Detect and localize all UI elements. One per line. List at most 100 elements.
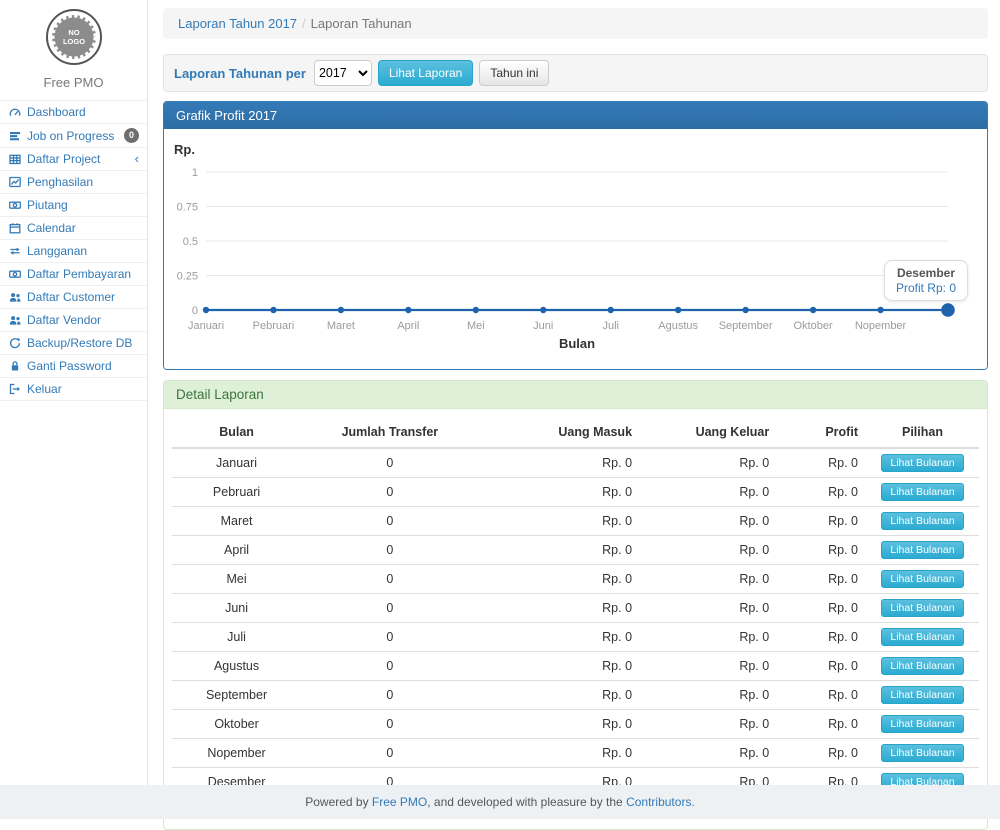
- month-cell: Mei: [172, 564, 302, 594]
- month-cell: Juni: [172, 593, 302, 623]
- chart-point-januari[interactable]: [202, 306, 210, 314]
- month-cell: Nopember: [172, 738, 302, 768]
- svg-text:LOGO: LOGO: [62, 37, 84, 46]
- uang-keluar-cell: Rp. 0: [640, 506, 778, 536]
- svg-text:NO: NO: [68, 28, 79, 37]
- uang-masuk-cell: Rp. 0: [478, 564, 641, 594]
- action-cell: Lihat Bulanan: [865, 564, 979, 594]
- sidebar-item-backup-restore-db[interactable]: Backup/Restore DB: [0, 332, 147, 355]
- sidebar-item-job-on-progress[interactable]: Job on Progress 0: [0, 124, 147, 148]
- lihat-bulanan-button[interactable]: Lihat Bulanan: [881, 715, 964, 733]
- tahun-ini-button[interactable]: Tahun ini: [479, 60, 550, 86]
- column-header-uang-masuk: Uang Masuk: [478, 417, 641, 449]
- money-icon: [8, 268, 21, 281]
- chart-point-september[interactable]: [742, 306, 749, 314]
- action-cell: Lihat Bulanan: [865, 651, 979, 681]
- laporan-table: Bulan Jumlah Transfer Uang Masuk Uang Kelua…: [172, 417, 979, 821]
- lihat-bulanan-button[interactable]: Lihat Bulanan: [881, 541, 964, 559]
- table-row: Juli 0 Rp. 0 Rp. 0 Rp. 0 Lihat Bulanan: [172, 622, 979, 652]
- x-tick-label: Nopember: [855, 320, 907, 332]
- sidebar-item-label: Ganti Password: [27, 359, 112, 373]
- footer-text-middle: , and developed with pleasure by the: [427, 795, 627, 809]
- lihat-bulanan-button[interactable]: Lihat Bulanan: [881, 483, 964, 501]
- column-header-uang-keluar: Uang Keluar: [640, 417, 778, 449]
- sidebar-item-piutang[interactable]: Piutang: [0, 194, 147, 217]
- table-row: Pebruari 0 Rp. 0 Rp. 0 Rp. 0 Lihat Bulanan: [172, 477, 979, 507]
- uang-keluar-cell: Rp. 0: [640, 593, 778, 623]
- sidebar-item-keluar[interactable]: Keluar: [0, 378, 147, 401]
- sidebar-item-langganan[interactable]: Langganan: [0, 240, 147, 263]
- chart-point-desember[interactable]: [941, 303, 955, 317]
- sidebar-item-label: Piutang: [27, 198, 68, 212]
- y-tick-label: 0.25: [177, 271, 198, 283]
- chart-point-juni[interactable]: [540, 306, 547, 314]
- chart-point-oktober[interactable]: [809, 306, 817, 314]
- tooltip-title: Desember: [896, 266, 955, 280]
- year-filter-form: Laporan Tahunan per 2017 Lihat Laporan T…: [163, 54, 988, 92]
- contributors-link[interactable]: Contributors.: [626, 795, 695, 809]
- sidebar-item-calendar[interactable]: Calendar: [0, 217, 147, 240]
- chart-point-pebruari[interactable]: [270, 306, 277, 314]
- profit-cell: Rp. 0: [777, 709, 866, 739]
- action-cell: Lihat Bulanan: [866, 448, 979, 478]
- sidebar-item-daftar-project[interactable]: Daftar Project ‹: [0, 148, 147, 171]
- jumlah-transfer-cell: 0: [301, 506, 479, 536]
- sidebar-item-label: Langganan: [27, 244, 88, 258]
- lihat-bulanan-button[interactable]: Lihat Bulanan: [881, 454, 964, 472]
- lihat-laporan-button[interactable]: Lihat Laporan: [377, 60, 474, 86]
- tooltip-value: Profit Rp: 0: [895, 281, 956, 295]
- chart-point-nopember[interactable]: [877, 306, 884, 314]
- sidebar-item-label: Dashboard: [27, 105, 86, 119]
- footer: Powered by Free PMO, and developed with …: [0, 785, 1000, 819]
- breadcrumb-link[interactable]: Laporan Tahun 2017: [178, 16, 298, 31]
- sidebar-item-ganti-password[interactable]: Ganti Password: [0, 355, 147, 378]
- app-logo: NO LOGO: [0, 0, 147, 71]
- y-tick-label: 0.75: [177, 202, 198, 214]
- chart-point-agustus[interactable]: [674, 306, 682, 314]
- chart-panel-title: Grafik Profit 2017: [164, 102, 987, 129]
- lock-icon: [8, 360, 21, 373]
- profit-line-chart: 0 0.25 0.5 0.75 1 Januari Pebruari Maret April Me…: [174, 142, 955, 351]
- lihat-bulanan-button[interactable]: Lihat Bulanan: [881, 599, 964, 617]
- sidebar-item-daftar-customer[interactable]: Daftar Customer: [0, 286, 147, 309]
- uang-masuk-cell: Rp. 0: [478, 593, 641, 623]
- chart-point-april[interactable]: [405, 306, 412, 314]
- x-tick-label: September: [719, 320, 773, 332]
- sidebar: NO LOGO Free PMO Dashboard Job on Progres…: [0, 0, 148, 785]
- sidebar-item-daftar-pembayaran[interactable]: Daftar Pembayaran: [0, 263, 147, 286]
- uang-keluar-cell: Rp. 0: [739, 456, 770, 470]
- chart-point-juli[interactable]: [607, 306, 614, 314]
- chevron-left-icon: ‹: [134, 151, 139, 166]
- sidebar-item-label: Daftar Project: [27, 152, 101, 166]
- lihat-bulanan-button[interactable]: Lihat Bulanan: [881, 570, 964, 588]
- chart-point-mei[interactable]: [472, 306, 480, 314]
- profit-chart: 0 0.25 0.5 0.75 1 Januari Pebruari Maret April Me…: [164, 129, 987, 369]
- sidebar-item-dashboard[interactable]: Dashboard: [0, 101, 147, 124]
- x-tick-label: Januari: [188, 320, 224, 332]
- chart-point-maret[interactable]: [337, 306, 345, 314]
- jumlah-transfer-cell: 0: [301, 680, 479, 710]
- detail-laporan-panel: Detail Laporan Bulan Jumlah Transfer Uang …: [163, 380, 988, 830]
- sidebar-item-penghasilan[interactable]: Penghasilan: [0, 171, 147, 194]
- free-pmo-link[interactable]: Free PMO: [371, 795, 428, 809]
- lihat-bulanan-button[interactable]: Lihat Bulanan: [881, 657, 964, 675]
- sidebar-item-label: Keluar: [27, 382, 62, 396]
- lihat-bulanan-button[interactable]: Lihat Bulanan: [881, 628, 964, 646]
- month-cell: Januari: [216, 456, 258, 470]
- footer-text: Powered by: [305, 795, 372, 809]
- profit-cell: Rp. 0: [828, 456, 858, 470]
- jumlah-transfer-cell: 0: [301, 622, 479, 652]
- lihat-bulanan-button[interactable]: Lihat Bulanan: [881, 512, 964, 530]
- lihat-bulanan-button[interactable]: Lihat Bulanan: [881, 744, 964, 762]
- x-tick-label: Maret: [327, 320, 355, 332]
- x-tick-label: Agustus: [658, 320, 698, 332]
- sign-out-icon: [8, 383, 21, 396]
- money-icon: [8, 199, 21, 212]
- year-select[interactable]: 2017: [313, 60, 372, 86]
- x-axis-title: Bulan: [559, 336, 595, 351]
- sidebar-item-daftar-vendor[interactable]: Daftar Vendor: [0, 309, 147, 332]
- lihat-bulanan-button[interactable]: Lihat Bulanan: [881, 686, 964, 704]
- sidebar-menu: Dashboard Job on Progress 0 Daftar Project ‹…: [0, 100, 147, 401]
- sidebar-item-label: Calendar: [27, 221, 76, 235]
- action-cell: Lihat Bulanan: [865, 709, 979, 739]
